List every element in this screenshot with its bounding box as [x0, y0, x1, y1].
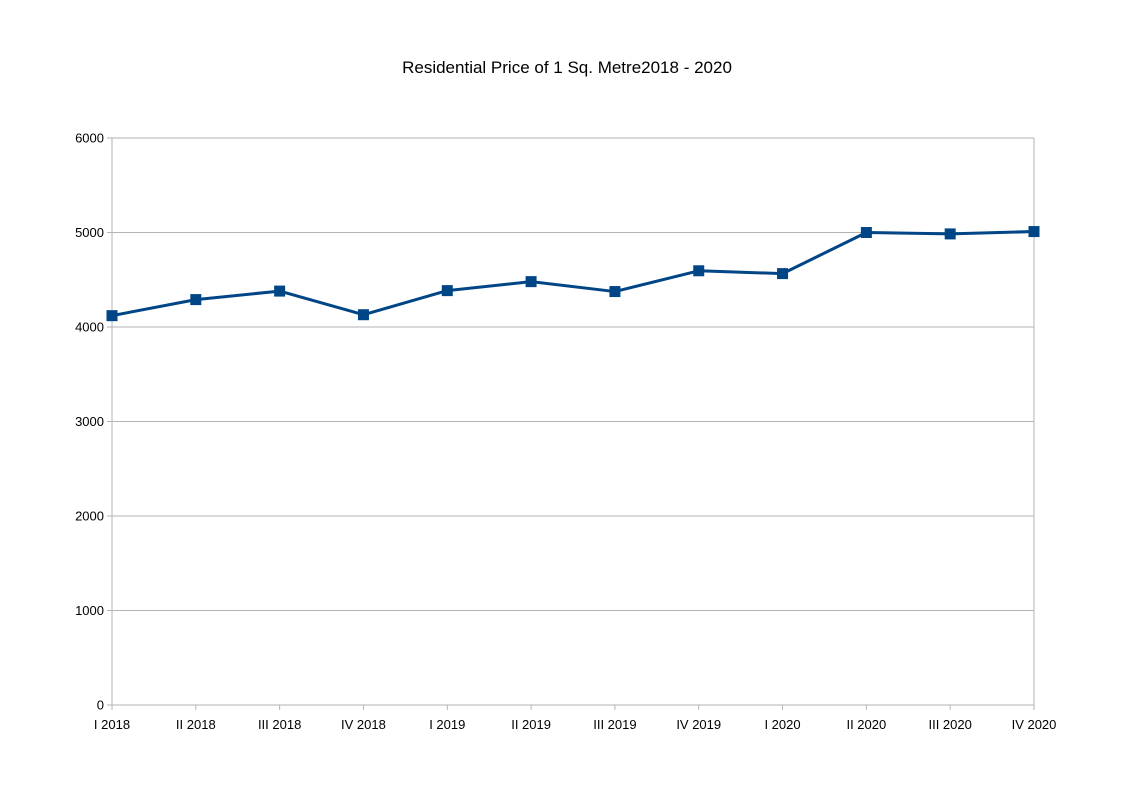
data-point-marker [357, 309, 369, 321]
chart-title: Residential Price of 1 Sq. Metre2018 - 2… [402, 58, 732, 77]
x-tick-label: IV 2019 [676, 717, 721, 732]
data-point-marker [1028, 226, 1040, 238]
data-point-marker [777, 268, 789, 280]
x-tick-label: III 2020 [928, 717, 971, 732]
y-tick-label: 6000 [75, 131, 104, 146]
series-line [111, 230, 1035, 318]
series-layer [106, 226, 1040, 322]
x-tick-label: III 2018 [258, 717, 301, 732]
y-tick-label: 3000 [75, 414, 104, 429]
x-tick-label: IV 2020 [1012, 717, 1057, 732]
x-axis-tick-labels: I 2018 II 2018 III 2018 IV 2018 I 2019 II 201… [94, 717, 1056, 732]
data-point-marker [525, 276, 537, 288]
y-axis-tick-labels: 0 1000 2000 3000 4000 5000 6000 [75, 131, 104, 713]
y-tick-label: 5000 [75, 225, 104, 240]
data-point-marker [693, 265, 705, 277]
x-tick-label: I 2019 [429, 717, 465, 732]
x-tick-label: I 2020 [764, 717, 800, 732]
y-tick-label: 0 [97, 698, 104, 713]
y-tick-label: 4000 [75, 320, 104, 335]
x-tick-label: I 2018 [94, 717, 130, 732]
data-point-marker [860, 227, 872, 238]
data-point-marker [190, 294, 202, 306]
y-tick-label: 1000 [75, 603, 104, 618]
data-point-marker [609, 286, 621, 298]
gridlines [112, 137, 1034, 706]
data-point-marker [106, 310, 118, 322]
x-tick-label: II 2020 [846, 717, 886, 732]
x-tick-label: III 2019 [593, 717, 636, 732]
x-tick-label: IV 2018 [341, 717, 386, 732]
y-tick-label: 2000 [75, 509, 104, 524]
data-point-marker [441, 285, 453, 297]
data-point-marker [274, 285, 286, 297]
x-tick-label: II 2019 [511, 717, 551, 732]
data-point-marker [944, 228, 956, 240]
axes [107, 137, 1035, 710]
x-tick-label: II 2018 [176, 717, 216, 732]
